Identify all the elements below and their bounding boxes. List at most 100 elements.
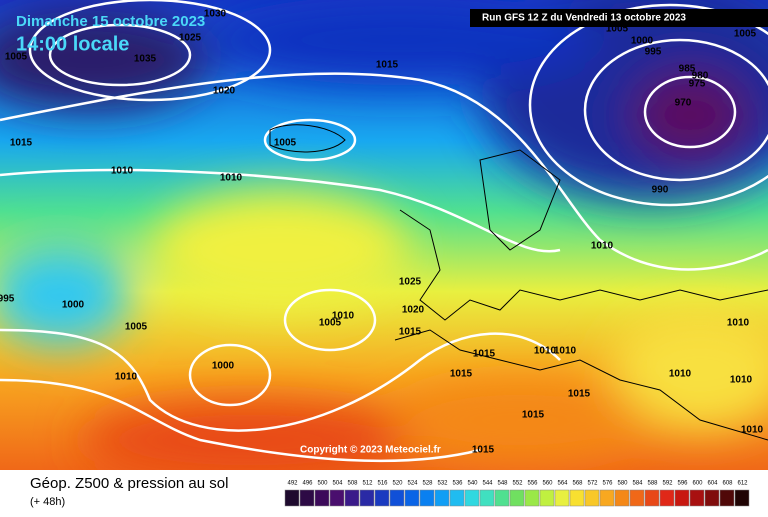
legend-label: 492 <box>287 481 298 487</box>
legend-swatch <box>659 489 675 507</box>
isobar-label: 1005 <box>319 318 342 329</box>
legend-label: 608 <box>722 481 733 487</box>
legend-label: 584 <box>632 481 643 487</box>
legend-swatch <box>539 489 555 507</box>
isobar-label: 1020 <box>402 305 425 316</box>
isobar-label: 1030 <box>204 9 227 20</box>
isobar-label: 1000 <box>62 300 85 311</box>
run-banner <box>470 9 768 27</box>
legend-swatch <box>299 489 315 507</box>
isobar-label: 995 <box>0 294 15 305</box>
isobar-label: 1015 <box>568 389 591 400</box>
legend-swatch <box>599 489 615 507</box>
legend: 492 496 500 504 508 512 516 520 524 528 532 536 540 5… <box>284 481 750 507</box>
legend-swatch <box>284 489 300 507</box>
isobar-label: 980 <box>692 71 709 82</box>
isobar-label: 1010 <box>115 372 138 383</box>
isobar-label: 1015 <box>472 445 495 456</box>
legend-swatch <box>629 489 645 507</box>
legend-swatch <box>449 489 465 507</box>
isobar-label: 1025 <box>399 277 422 288</box>
legend-swatch <box>554 489 570 507</box>
legend-swatch <box>614 489 630 507</box>
legend-label: 612 <box>737 481 748 487</box>
isobar-label: 1010 <box>534 346 557 357</box>
legend-label: 556 <box>527 481 538 487</box>
legend-label: 508 <box>347 481 358 487</box>
isobar-label: 1005 <box>5 52 28 63</box>
legend-swatch <box>689 489 705 507</box>
legend-label: 528 <box>422 481 433 487</box>
isobar-label: 1015 <box>473 349 496 360</box>
legend-swatch <box>704 489 720 507</box>
legend-swatch <box>419 489 435 507</box>
isobar-label: 995 <box>645 47 662 58</box>
isobar-label: 1010 <box>554 346 577 357</box>
legend-label: 512 <box>362 481 373 487</box>
legend-swatch <box>509 489 525 507</box>
legend-label: 580 <box>617 481 628 487</box>
isobar-label: 1020 <box>213 86 236 97</box>
legend-label: 500 <box>317 481 328 487</box>
legend-label: 560 <box>542 481 553 487</box>
legend-swatch <box>644 489 660 507</box>
legend-label: 604 <box>707 481 718 487</box>
legend-label: 568 <box>572 481 583 487</box>
run-info: Run GFS 12 Z du Vendredi 13 octobre 2023 <box>482 13 686 24</box>
isobar-label: 1010 <box>669 369 692 380</box>
isobar-label: 985 <box>679 64 696 75</box>
legend-swatch <box>329 489 345 507</box>
isobar-label: 1035 <box>134 54 157 65</box>
background-field <box>0 0 768 480</box>
isobar-label: 990 <box>652 185 669 196</box>
isobar-label: 1015 <box>376 60 399 71</box>
isobar-label: 1010 <box>741 425 764 436</box>
legend-swatch <box>359 489 375 507</box>
legend-label: 504 <box>332 481 343 487</box>
isobar-label: 1010 <box>220 173 243 184</box>
legend-swatch <box>404 489 420 507</box>
isobar-label: 1015 <box>10 138 33 149</box>
isobar-label: 1015 <box>399 327 422 338</box>
legend-label: 524 <box>407 481 418 487</box>
time-label: 14:00 locale <box>16 33 129 55</box>
footer-title: Géop. Z500 & pression au sol <box>30 475 228 492</box>
isobar-label: 1010 <box>727 318 750 329</box>
legend-swatch <box>344 489 360 507</box>
legend-label: 544 <box>482 481 493 487</box>
legend-label: 596 <box>677 481 688 487</box>
legend-swatch <box>584 489 600 507</box>
date-label: Dimanche 15 octobre 2023 <box>16 13 205 30</box>
legend-label: 572 <box>587 481 598 487</box>
isobar-label: 1010 <box>730 375 753 386</box>
isobar-label: 1025 <box>179 33 202 44</box>
legend-label: 576 <box>602 481 613 487</box>
legend-label: 564 <box>557 481 568 487</box>
isobar-label: 1000 <box>631 36 654 47</box>
legend-swatch <box>389 489 405 507</box>
legend-label: 532 <box>437 481 448 487</box>
legend-label: 592 <box>662 481 673 487</box>
legend-swatch <box>569 489 585 507</box>
legend-swatch <box>434 489 450 507</box>
legend-swatch <box>374 489 390 507</box>
isobar-label: 1010 <box>591 241 614 252</box>
copyright: Copyright © 2023 Meteociel.fr <box>300 445 441 456</box>
legend-label: 496 <box>302 481 313 487</box>
legend-label: 520 <box>392 481 403 487</box>
footer-lead: (+ 48h) <box>30 496 65 508</box>
isobar-label: 1005 <box>606 24 629 35</box>
legend-label: 548 <box>497 481 508 487</box>
legend-swatch <box>734 489 750 507</box>
isobar-label: 1005 <box>125 322 148 333</box>
legend-swatch <box>479 489 495 507</box>
isobar-label: 1015 <box>450 369 473 380</box>
legend-swatch <box>494 489 510 507</box>
isobar-label: 1010 <box>332 311 355 322</box>
legend-swatch <box>719 489 735 507</box>
isobar-label: 1000 <box>212 361 235 372</box>
legend-swatch <box>464 489 480 507</box>
legend-swatch <box>524 489 540 507</box>
